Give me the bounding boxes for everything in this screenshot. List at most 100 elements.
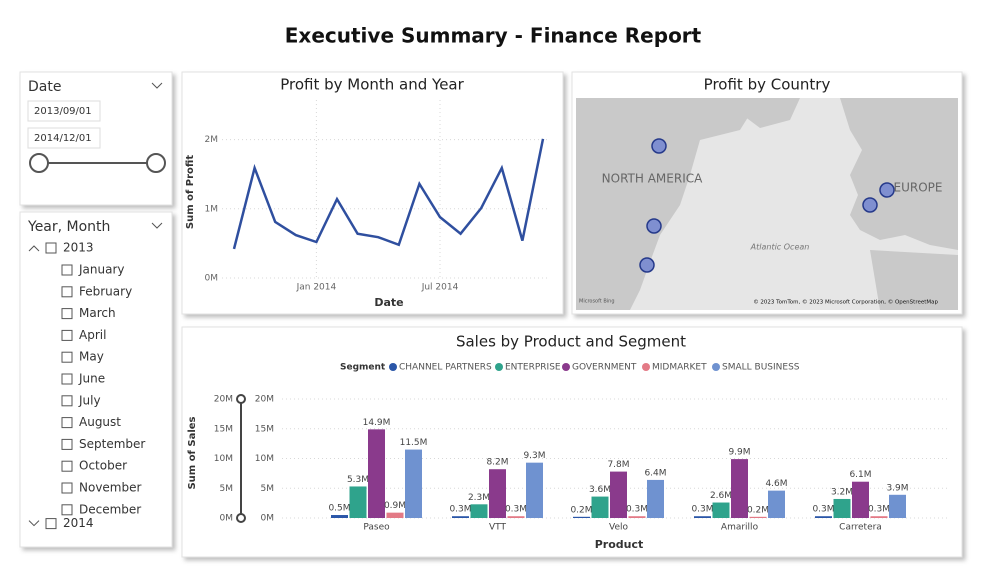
- bar: [731, 459, 748, 518]
- data-label: 11.5M: [400, 438, 428, 448]
- chevron[interactable]: [151, 82, 163, 89]
- slider-tick-label: 15M: [214, 424, 233, 434]
- bar: [470, 504, 488, 518]
- date-input[interactable]: [27, 127, 101, 149]
- checkbox[interactable]: [61, 482, 73, 494]
- chart-title: Sales by Product and Segment: [456, 333, 686, 351]
- checkbox[interactable]: [61, 286, 73, 298]
- profit-line: [232, 138, 545, 250]
- line-panel: [181, 71, 564, 315]
- date-input[interactable]: [27, 100, 101, 122]
- x-tick-label: Velo: [609, 523, 628, 533]
- checkbox[interactable]: [61, 438, 73, 450]
- slider-tick-label: 0M: [220, 514, 234, 524]
- legend-swatch: [562, 363, 570, 371]
- map-land: [720, 98, 800, 128]
- data-label: 8.2M: [486, 458, 508, 468]
- expand-toggle[interactable]: [28, 520, 40, 527]
- x-tick-label: VTT: [489, 523, 506, 533]
- country-bubble[interactable]: [862, 197, 878, 213]
- map-label: Atlantic Ocean: [750, 243, 810, 252]
- year-label: 2014: [63, 516, 94, 530]
- data-label: 4.6M: [765, 479, 787, 489]
- y-tick-label: 2M: [205, 135, 219, 145]
- data-label: 0.3M: [691, 505, 713, 515]
- bar: [647, 479, 664, 518]
- y-tick-label: 5M: [261, 484, 275, 494]
- y-axis-label: Sum of Profit: [185, 155, 196, 229]
- month-slicer: [19, 211, 173, 548]
- data-label: 6.1M: [849, 470, 871, 480]
- slicer-label: Date: [28, 79, 61, 95]
- month-label: January: [78, 263, 125, 277]
- data-label: 6.4M: [644, 468, 666, 478]
- bar: [507, 516, 525, 518]
- checkbox[interactable]: [61, 264, 73, 276]
- bar: [573, 516, 590, 518]
- country-bubble[interactable]: [651, 138, 667, 154]
- x-tick-label: Jan 2014: [296, 283, 337, 293]
- month-label: August: [79, 415, 121, 429]
- checkbox[interactable]: [45, 518, 57, 530]
- checkbox[interactable]: [61, 460, 73, 472]
- bar: [368, 429, 385, 518]
- y-tick-label: 10M: [255, 454, 274, 464]
- checkbox[interactable]: [61, 329, 73, 341]
- checkbox[interactable]: [61, 308, 73, 320]
- month-label: September: [79, 437, 145, 451]
- data-label: 0.3M: [868, 505, 890, 515]
- bar: [452, 516, 469, 518]
- checkbox[interactable]: [61, 373, 73, 385]
- country-bubble[interactable]: [879, 182, 895, 198]
- checkbox[interactable]: [61, 417, 73, 429]
- range-handle[interactable]: [236, 513, 246, 523]
- range-handle[interactable]: [29, 153, 49, 173]
- slider-tick-label: 20M: [214, 395, 233, 405]
- month-label: May: [79, 350, 104, 364]
- chevron[interactable]: [151, 222, 163, 229]
- month-label: October: [79, 459, 127, 473]
- legend-swatch: [712, 363, 720, 371]
- range-handle[interactable]: [236, 394, 246, 404]
- data-label: 0.3M: [626, 505, 648, 515]
- legend-title: Segment: [340, 363, 386, 373]
- map-label: NORTH AMERICA: [602, 172, 703, 186]
- slider-tick-label: 10M: [214, 454, 233, 464]
- bar: [712, 502, 730, 518]
- month-label: July: [78, 393, 101, 407]
- checkbox[interactable]: [61, 351, 73, 363]
- map-provider: Microsoft Bing: [579, 299, 615, 305]
- bar: [331, 515, 348, 518]
- y-axis-label: Sum of Sales: [187, 416, 198, 489]
- data-label: 0.9M: [384, 501, 406, 511]
- y-tick-label: 15M: [255, 424, 274, 434]
- checkbox[interactable]: [45, 242, 57, 254]
- year-label: 2013: [63, 241, 94, 255]
- bar: [405, 449, 422, 518]
- data-label: 2.3M: [468, 493, 490, 503]
- checkbox[interactable]: [61, 504, 73, 516]
- legend-swatch: [495, 363, 503, 371]
- y-tick-label: 1M: [205, 204, 219, 214]
- bar: [889, 494, 906, 518]
- expand-toggle[interactable]: [28, 245, 40, 252]
- y-tick-label: 0M: [261, 514, 275, 524]
- data-label: 5.3M: [347, 475, 369, 485]
- data-label: 3.2M: [831, 487, 853, 497]
- y-tick-label: 20M: [255, 395, 274, 405]
- checkbox[interactable]: [61, 395, 73, 407]
- range-handle[interactable]: [146, 153, 166, 173]
- x-axis-label: Date: [374, 296, 403, 309]
- legend-entry: CHANNEL PARTNERS: [399, 363, 492, 373]
- bar: [386, 512, 404, 518]
- country-bubble[interactable]: [639, 257, 655, 273]
- x-tick-label: Jul 2014: [421, 283, 459, 293]
- legend-entry: GOVERNMENT: [572, 363, 637, 373]
- x-axis-label: Product: [595, 538, 644, 551]
- country-bubble[interactable]: [646, 218, 662, 234]
- map-land: [870, 250, 958, 310]
- data-label: 0.3M: [449, 505, 471, 515]
- data-label: 9.9M: [728, 448, 750, 458]
- bar: [489, 469, 506, 518]
- legend-entry: SMALL BUSINESS: [722, 363, 800, 373]
